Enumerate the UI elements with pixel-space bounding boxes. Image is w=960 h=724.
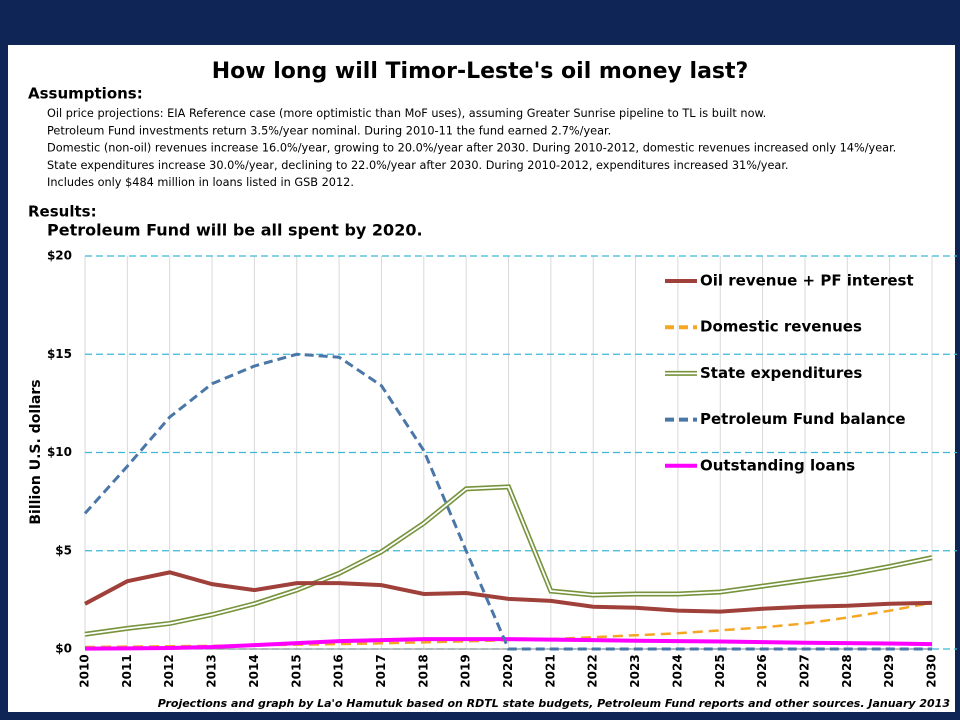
x-tick-label: 2022 <box>586 654 600 687</box>
slide <box>8 45 955 712</box>
legend-label: State expenditures <box>700 364 862 382</box>
y-axis-label: Billion U.S. dollars <box>28 379 44 524</box>
series-line <box>84 570 933 614</box>
series-line <box>83 352 932 651</box>
assumption: State expenditures increase 30.0%/year, … <box>47 159 789 172</box>
y-tick-label: $5 <box>55 543 72 557</box>
x-tick-label: 2014 <box>247 654 261 687</box>
series-line <box>84 637 933 651</box>
x-tick-label: 2012 <box>162 654 176 687</box>
x-tick-label: 2018 <box>416 654 430 687</box>
assumption: Includes only $484 million in loans list… <box>47 176 354 189</box>
assumption: Petroleum Fund investments return 3.5%/y… <box>47 124 611 137</box>
results-heading: Results: <box>28 203 97 221</box>
x-tick-label: 2024 <box>670 654 684 687</box>
x-tick-label: 2025 <box>713 654 727 687</box>
y-tick-label: $10 <box>47 445 72 459</box>
x-tick-label: 2015 <box>289 654 303 687</box>
chart-title: How long will Timor-Leste's oil money la… <box>212 59 749 84</box>
legend-label: Outstanding loans <box>700 456 855 474</box>
x-tick-label: 2030 <box>925 654 939 687</box>
x-tick-label: 2026 <box>755 654 769 687</box>
x-tick-label: 2028 <box>840 654 854 687</box>
y-tick-label: $20 <box>47 249 72 263</box>
x-tick-label: 2016 <box>332 654 346 687</box>
assumption: Oil price projections: EIA Reference cas… <box>47 107 766 120</box>
x-tick-label: 2017 <box>374 654 388 687</box>
y-tick-label: $0 <box>55 642 72 656</box>
x-tick-label: 2019 <box>459 654 473 687</box>
x-tick-label: 2021 <box>543 654 557 687</box>
assumption: Domestic (non-oil) revenues increase 16.… <box>47 142 896 155</box>
x-tick-label: 2023 <box>628 654 642 687</box>
x-tick-label: 2013 <box>205 654 219 687</box>
assumptions-heading: Assumptions: <box>28 85 143 103</box>
legend-label: Petroleum Fund balance <box>700 410 906 428</box>
x-tick-label: 2010 <box>78 654 92 687</box>
legend-label: Domestic revenues <box>700 318 862 336</box>
subtitle: Petroleum Fund will be all spent by 2020… <box>47 221 423 240</box>
x-tick-label: 2029 <box>882 654 896 687</box>
series-line-inner <box>84 485 933 636</box>
y-tick-label: $15 <box>47 347 72 361</box>
x-tick-label: 2011 <box>120 654 134 687</box>
footer: Projections and graph by La'o Hamutuk ba… <box>158 697 951 710</box>
x-tick-label: 2020 <box>501 654 515 687</box>
legend-label: Oil revenue + PF interest <box>700 272 914 290</box>
x-tick-label: 2027 <box>797 654 811 687</box>
